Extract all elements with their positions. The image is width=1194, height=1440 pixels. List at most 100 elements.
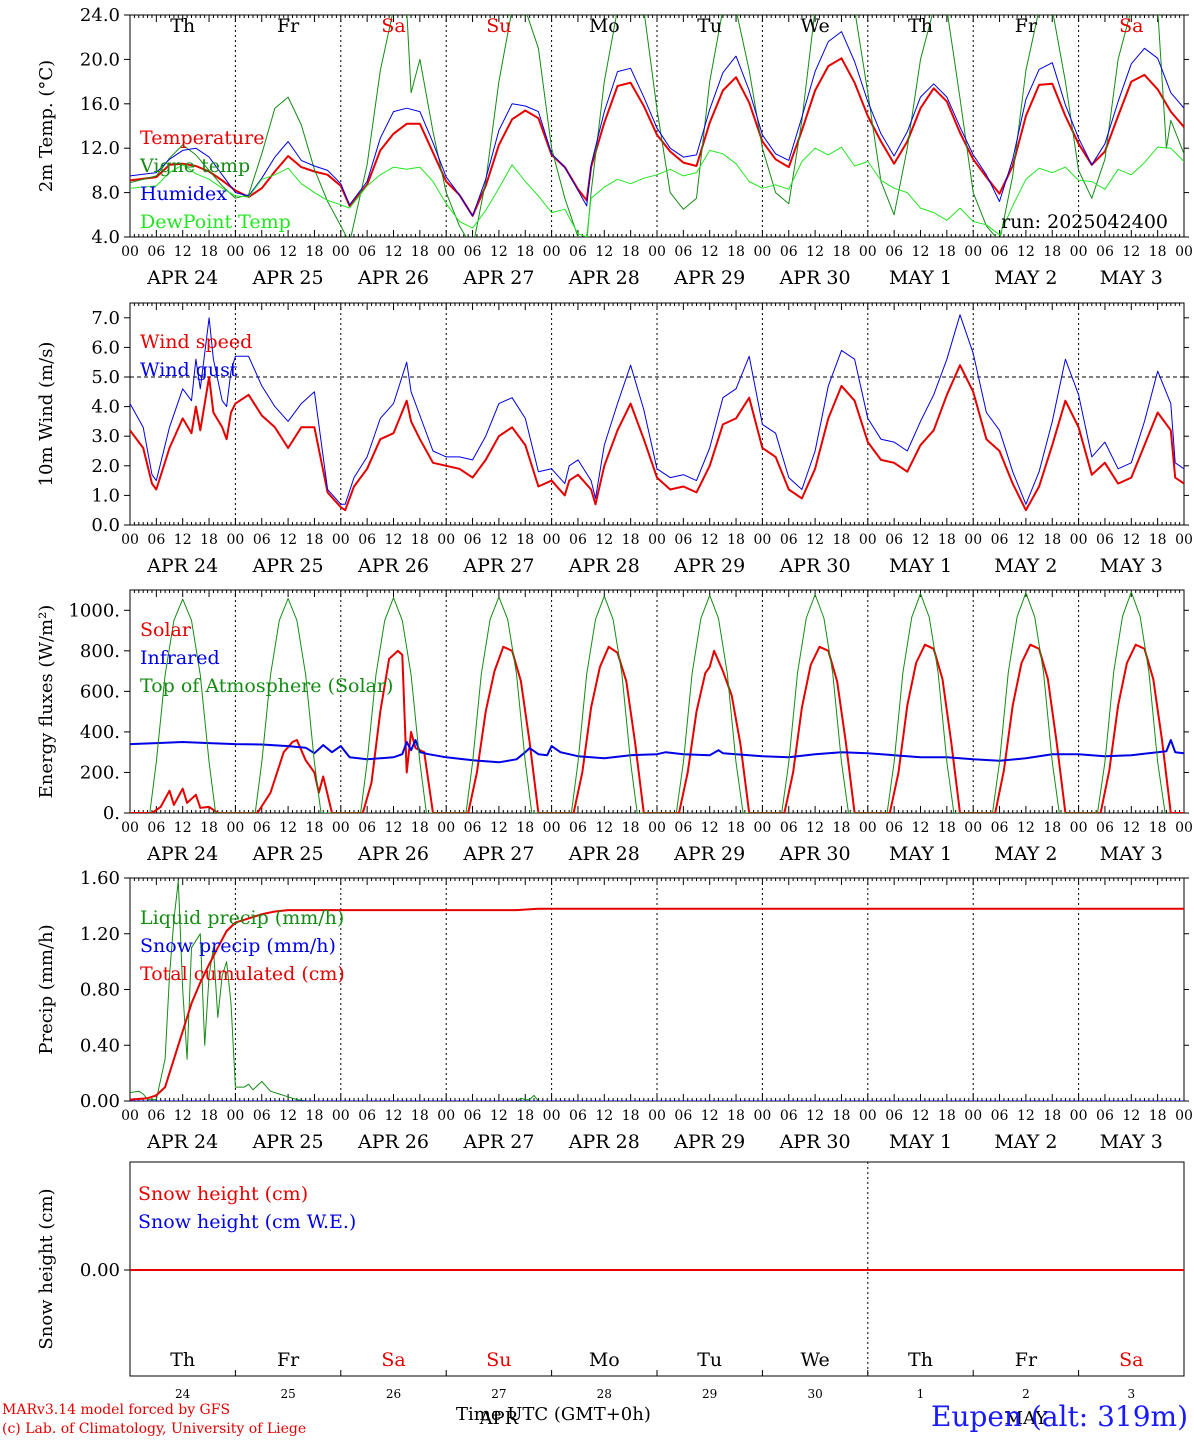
panel1-weekday-label: Fr (1015, 15, 1038, 37)
panel5-weekday-label: Su (486, 1349, 511, 1371)
panel4-hour-label: 12 (806, 1108, 824, 1124)
panel1-hour-label: 06 (780, 244, 798, 260)
panel1-hour-label: 06 (253, 244, 271, 260)
panel1-date-label: APR 29 (673, 267, 745, 289)
panel3-date-label: MAY 1 (889, 843, 952, 865)
panel3-hour-label: 12 (490, 820, 508, 836)
panel1-ytick-label: 12.0 (80, 138, 120, 159)
panel3-date-label: APR 26 (357, 843, 429, 865)
panel4-hour-label: 00 (1070, 1108, 1088, 1124)
panel4-ytick-label: 0.40 (80, 1035, 120, 1056)
panel3-hour-label: 12 (174, 820, 192, 836)
panel3-hour-label: 00 (648, 820, 666, 836)
panel5-weekday-label: Sa (1119, 1349, 1143, 1371)
panel1-legend-entry: Humidex (140, 183, 227, 205)
panel3-ytick-label: 400. (80, 722, 120, 743)
panel2-hour-label: 06 (1096, 532, 1114, 548)
panel2-date-label: APR 26 (357, 555, 429, 577)
model-credit: MARv3.14 model forced by GFS (2, 1402, 231, 1418)
panel4-hour-label: 00 (121, 1108, 139, 1124)
panel4-hour-label: 00 (859, 1108, 877, 1124)
panel1-hour-label: 00 (543, 244, 561, 260)
panel4-date-label: APR 30 (779, 1131, 851, 1153)
panel3-date-label: MAY 2 (994, 843, 1057, 865)
panel3-hour-label: 06 (1096, 820, 1114, 836)
panel2-hour-label: 18 (1149, 532, 1167, 548)
panel3-hour-label: 12 (1017, 820, 1035, 836)
panel4-ylabel: Precip (mm/h) (36, 924, 57, 1054)
panel2-hour-label: 06 (358, 532, 376, 548)
panel5-weekday-label: Fr (1015, 1349, 1038, 1371)
panel2-hour-label: 12 (279, 532, 297, 548)
panel1-hour-label: 12 (806, 244, 824, 260)
panel1-weekday-label: Th (908, 15, 933, 37)
panel3-hour-label: 06 (358, 820, 376, 836)
panel4-ytick-label: 1.20 (80, 924, 120, 945)
station-name: Eupen (alt: 319m) (931, 1400, 1188, 1433)
panel2-hour-label: 18 (411, 532, 429, 548)
panel2-ytick-label: 2.0 (91, 456, 120, 477)
panel1-date-label: MAY 1 (889, 267, 952, 289)
panel4-hour-label: 06 (147, 1108, 165, 1124)
panel4-hour-label: 06 (991, 1108, 1009, 1124)
panel1-hour-label: 18 (306, 244, 324, 260)
panel1-date-label: MAY 3 (1100, 267, 1163, 289)
panel4-date-label: APR 25 (252, 1131, 324, 1153)
panel1-weekday-label: Tu (697, 15, 722, 37)
panel3-hour-label: 00 (1175, 820, 1193, 836)
panel5-weekday-label: Tu (697, 1349, 722, 1371)
panel1-legend-entry: Vigne temp (139, 155, 250, 177)
panel5-weekday-label: Sa (381, 1349, 405, 1371)
panel2-hour-label: 06 (780, 532, 798, 548)
panel3-ytick-label: 0. (103, 803, 120, 824)
panel4-hour-label: 18 (727, 1108, 745, 1124)
panel2-hour-label: 00 (859, 532, 877, 548)
panel1-weekday-label: Fr (277, 15, 300, 37)
panel3-hour-label: 00 (332, 820, 350, 836)
panel3-ylabel: Energy fluxes (W/m²) (36, 605, 57, 799)
panel3-series-top-of-atmosphere-solar (149, 591, 1166, 813)
panel2-hour-label: 18 (833, 532, 851, 548)
panel3-date-label: APR 25 (252, 843, 324, 865)
panel4-hour-label: 12 (279, 1108, 297, 1124)
panel1-ytick-label: 4.0 (91, 227, 120, 248)
panel3-series-infrared (130, 739, 1184, 764)
panel1-hour-label: 06 (464, 244, 482, 260)
panel2-date-label: MAY 3 (1100, 555, 1163, 577)
panel4-hour-label: 12 (1017, 1108, 1035, 1124)
panel1-date-label: APR 26 (357, 267, 429, 289)
panel2-date-label: APR 28 (568, 555, 640, 577)
panel1-hour-label: 00 (859, 244, 877, 260)
panel2-hour-label: 06 (253, 532, 271, 548)
panel2-ylabel: 10m Wind (m/s) (36, 342, 57, 487)
panel4-hour-label: 12 (174, 1108, 192, 1124)
panel1-weekday-label: We (800, 15, 829, 37)
panel2-hour-label: 00 (648, 532, 666, 548)
panel5-day-number: 2 (1022, 1387, 1030, 1401)
panel5-weekday-label: Th (170, 1349, 195, 1371)
panel1-hour-label: 06 (358, 244, 376, 260)
panel1-ytick-label: 24.0 (80, 5, 120, 26)
lab-credit: (c) Lab. of Climatology, University of L… (2, 1421, 307, 1437)
panel3-hour-label: 00 (543, 820, 561, 836)
panel2-hour-label: 06 (674, 532, 692, 548)
panel2-hour-label: 00 (332, 532, 350, 548)
panel2-ytick-label: 5.0 (91, 367, 120, 388)
panel1-hour-label: 18 (411, 244, 429, 260)
panel4-hour-label: 18 (833, 1108, 851, 1124)
panel2-hour-label: 12 (385, 532, 403, 548)
panel4-hour-label: 18 (306, 1108, 324, 1124)
panel5-day-number: 24 (175, 1387, 191, 1401)
panel1-hour-label: 18 (833, 244, 851, 260)
panel1-hour-label: 18 (938, 244, 956, 260)
panel1-hour-label: 12 (279, 244, 297, 260)
panel2-date-label: APR 24 (146, 555, 218, 577)
panel3-hour-label: 18 (200, 820, 218, 836)
panel2-hour-label: 06 (991, 532, 1009, 548)
panel2-hour-label: 00 (964, 532, 982, 548)
panel3-hour-label: 00 (1070, 820, 1088, 836)
panel1-series-humidex (130, 31, 1184, 217)
panel3-hour-label: 06 (147, 820, 165, 836)
panel2-date-label: APR 27 (462, 555, 534, 577)
panel2-hour-label: 18 (306, 532, 324, 548)
